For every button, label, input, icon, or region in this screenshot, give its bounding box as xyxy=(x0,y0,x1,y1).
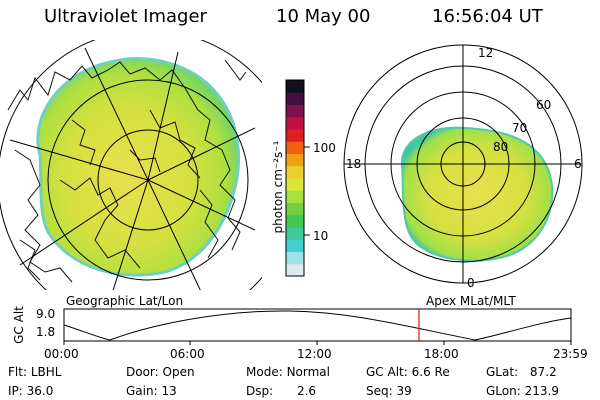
auroral-emission-left xyxy=(36,57,241,277)
colorbar-segment xyxy=(286,80,304,93)
colorbar-segment xyxy=(286,214,304,228)
info-seq: Seq: 39 xyxy=(366,384,412,398)
info-glat: GLat: 87.2 xyxy=(486,365,557,379)
time-label: 16:56:04 UT xyxy=(432,6,543,27)
magnetic-image xyxy=(343,44,583,284)
info-ip: IP: 36.0 xyxy=(8,384,54,398)
info-door: Door: Open xyxy=(126,365,195,379)
info-gc-alt: GC Alt: 6.6 Re xyxy=(366,365,450,379)
magnetic-caption: Apex MLat/MLT xyxy=(426,294,516,308)
coastlines xyxy=(7,59,247,283)
altitude-ylabel: GC Alt xyxy=(12,306,26,344)
info-gain: Gain: 13 xyxy=(126,384,177,398)
mlt-label-dawn: 6 xyxy=(574,157,582,171)
info-flt: Flt: LBHL xyxy=(8,365,62,379)
colorbar-segment xyxy=(286,239,304,252)
altitude-ytick-low: 1.8 xyxy=(36,325,56,339)
colorbar-segment xyxy=(286,178,304,191)
mlt-label-midnight: 0 xyxy=(467,276,475,290)
colorbar-segment xyxy=(286,202,304,216)
info-mode: Mode: Normal xyxy=(246,365,330,379)
date-label: 10 May 00 xyxy=(276,6,371,27)
colorbar-segment xyxy=(286,190,304,203)
time-tick: 18:00 xyxy=(424,347,459,361)
colorbar-segment xyxy=(286,165,304,179)
geographic-image xyxy=(0,40,262,290)
mlt-label-noon: 12 xyxy=(478,46,494,60)
mlat-label-60: 60 xyxy=(536,98,552,112)
colorbar-unit-label: photon cm⁻²s⁻¹ xyxy=(271,140,285,234)
mlt-label-dusk: 18 xyxy=(346,157,362,171)
instrument-title: Ultraviolet Imager xyxy=(44,6,207,27)
time-tick: 00:00 xyxy=(44,347,79,361)
colorbar-segment xyxy=(286,153,304,167)
mlat-label-70: 70 xyxy=(512,121,528,135)
colorbar-segment xyxy=(286,263,304,277)
auroral-emission-right xyxy=(400,126,554,262)
colorbar xyxy=(285,79,310,277)
colorbar-segment xyxy=(286,116,304,130)
info-glon: GLon: 213.9 xyxy=(486,384,559,398)
colorbar-tick-100: 100 xyxy=(313,141,336,155)
colorbar-segment xyxy=(286,251,304,265)
colorbar-tick-10: 10 xyxy=(313,229,329,243)
altitude-ytick-high: 9.0 xyxy=(36,307,56,321)
time-tick: 06:00 xyxy=(170,347,205,361)
time-tick: 23:59 xyxy=(553,347,588,361)
colorbar-segment xyxy=(286,227,304,240)
colorbar-segment xyxy=(286,141,304,154)
colorbar-segment xyxy=(286,104,304,118)
magnetic-grid xyxy=(343,44,583,284)
colorbar-segment xyxy=(286,92,304,105)
time-tick: 12:00 xyxy=(297,347,332,361)
info-dsp: Dsp: 2.6 xyxy=(246,384,317,398)
mlat-label-80: 80 xyxy=(493,140,509,154)
colorbar-segment xyxy=(286,129,304,142)
geographic-grid xyxy=(0,40,262,290)
geographic-caption: Geographic Lat/Lon xyxy=(66,294,184,308)
